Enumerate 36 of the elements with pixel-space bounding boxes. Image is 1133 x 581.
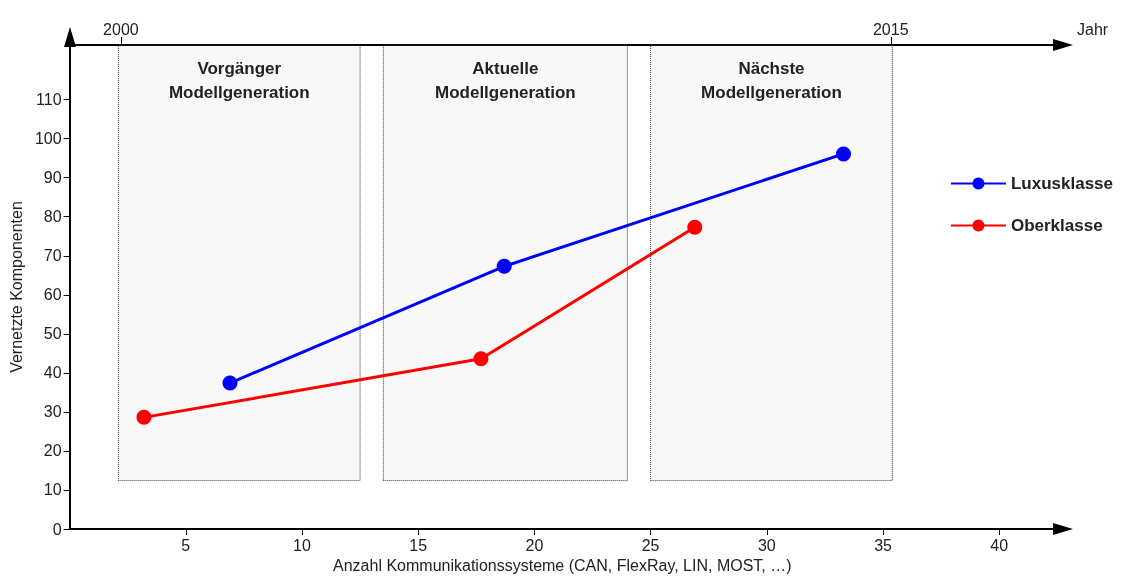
y-axis-title: Vernetzte Komponenten (7, 201, 25, 373)
y-tick-label: 70 (43, 247, 62, 265)
band-label: Aktuelle Modellgeneration (434, 59, 576, 102)
legend-label: Oberklasse (1010, 216, 1103, 235)
y-tick-label: 110 (36, 91, 62, 109)
x-tick-label: 10 (293, 536, 311, 554)
point (222, 375, 238, 391)
point (496, 258, 512, 274)
band-label: Nächste Modellgeneration (701, 59, 842, 102)
y-tick-label: 80 (43, 208, 62, 226)
band-label: Vorgänger Modellgeneration (168, 59, 310, 102)
y-tick-label: 30 (43, 403, 62, 421)
x-tick-label: 40 (990, 536, 1009, 554)
x-axis-title: Anzahl Kommunikationssysteme (CAN, FlexRay, LIN, MOST, …) (333, 557, 792, 575)
x2-tick-label: 2015 (872, 20, 909, 38)
y-tick-label: 100 (34, 130, 62, 148)
y-tick-label: 60 (43, 286, 62, 304)
x-tick-label: 20 (525, 536, 544, 554)
x-tick-label: 25 (641, 536, 660, 554)
point (473, 351, 489, 367)
point (687, 219, 703, 235)
legend-label: Luxusklasse (1010, 174, 1113, 193)
x-tick-label: 5 (181, 536, 191, 554)
point (836, 146, 852, 162)
y-tick-label: 40 (43, 364, 62, 382)
x-tick-label: 15 (409, 536, 428, 554)
y-tick-label: 90 (43, 169, 62, 187)
y-tick-label: 10 (43, 481, 62, 499)
x2-axis-title: Jahr (1077, 20, 1109, 38)
point (136, 409, 152, 425)
y-tick-label: 20 (43, 442, 62, 460)
x2-tick-label: 2000 (103, 20, 139, 38)
x-tick-label: 30 (757, 536, 776, 554)
y-tick-label: 50 (43, 325, 62, 343)
y-tick-label: 0 (52, 520, 62, 538)
x-tick-label: 35 (874, 536, 893, 554)
